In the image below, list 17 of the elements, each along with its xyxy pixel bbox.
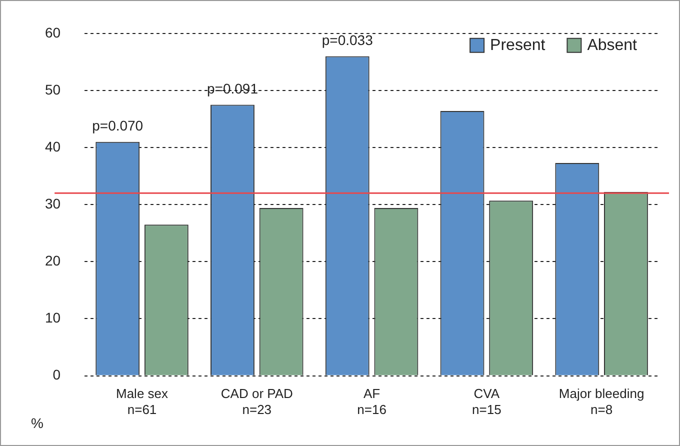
y-axis-title: % (31, 415, 44, 431)
legend-label: Present (490, 36, 546, 54)
y-tick-label: 20 (44, 252, 61, 269)
x-tick-label: Male sex n=61 (116, 386, 169, 417)
x-tick-label: CAD or PAD n=23 (220, 386, 293, 417)
y-tick-label: 10 (44, 310, 61, 326)
y-tick-label: 60 (44, 24, 61, 40)
y-tick-label: 0 (52, 366, 61, 383)
annotation: p=0.070 (92, 118, 144, 134)
annotation: p=0.033 (322, 32, 374, 48)
legend-label: Absent (587, 36, 638, 54)
x-tick-label: CVA n=15 (472, 386, 502, 417)
y-tick-label: 30 (44, 195, 61, 212)
y-tick-label: 40 (44, 138, 61, 154)
x-tick-label: Major bleeding n=8 (558, 386, 644, 417)
y-tick-label: 50 (44, 81, 61, 98)
x-tick-label: AF n=16 (357, 386, 386, 417)
